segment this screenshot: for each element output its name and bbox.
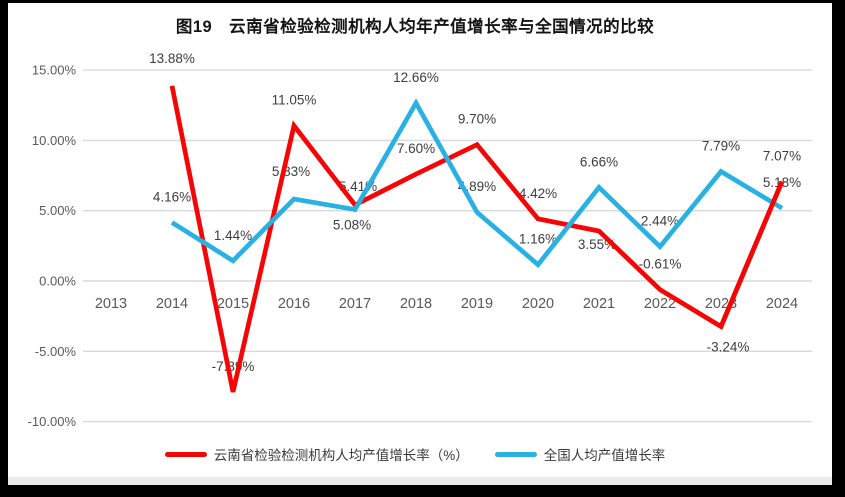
data-label: 13.88% bbox=[149, 51, 195, 66]
frame-edge-bottom bbox=[0, 485, 845, 497]
legend-label-national: 全国人均产值增长率 bbox=[543, 448, 666, 463]
y-axis-tick-label: -5.00% bbox=[35, 344, 77, 359]
data-label: 1.44% bbox=[214, 228, 252, 243]
x-axis-year-label: 2024 bbox=[766, 296, 798, 312]
x-axis-year-label: 2015 bbox=[217, 296, 249, 312]
legend-item-yunnan: 云南省检验检测机构人均产值增长率（%） bbox=[164, 444, 469, 464]
data-label: 11.05% bbox=[272, 93, 317, 108]
legend-label-yunnan: 云南省检验检测机构人均产值增长率（%） bbox=[213, 448, 469, 463]
x-axis-year-label: 2014 bbox=[156, 296, 188, 312]
x-axis-year-label: 2021 bbox=[583, 296, 615, 312]
data-label: 1.16% bbox=[519, 232, 557, 247]
data-label: -0.61% bbox=[639, 257, 682, 272]
frame-edge-right bbox=[832, 0, 845, 497]
x-axis-year-label: 2022 bbox=[644, 296, 676, 312]
data-label: 7.07% bbox=[763, 149, 801, 164]
x-axis-year-label: 2013 bbox=[95, 296, 127, 312]
x-axis-year-label: 2017 bbox=[339, 296, 371, 312]
legend-line-blue-icon bbox=[494, 451, 537, 457]
data-label: 5.08% bbox=[333, 218, 371, 233]
data-label: 12.66% bbox=[393, 70, 439, 85]
data-label: 2.44% bbox=[641, 214, 679, 229]
frame-edge-top bbox=[0, 0, 845, 3]
x-axis-year-label: 2018 bbox=[400, 296, 432, 312]
legend-line-red-icon bbox=[164, 451, 207, 457]
data-label: -3.24% bbox=[707, 340, 750, 355]
y-axis-tick-label: 5.00% bbox=[39, 203, 76, 218]
y-axis-tick-label: 10.00% bbox=[32, 133, 77, 148]
series-line-yunnan bbox=[169, 85, 785, 393]
data-label: 4.42% bbox=[519, 186, 557, 201]
x-axis-year-label: 2020 bbox=[522, 296, 554, 312]
data-label: 6.66% bbox=[580, 154, 618, 169]
y-axis-tick-label: 0.00% bbox=[39, 274, 76, 289]
data-label: 5.83% bbox=[272, 164, 310, 179]
x-axis-year-label: 2016 bbox=[278, 296, 310, 312]
chart-title: 图19 云南省检验检测机构人均年产值增长率与全国情况的比较 bbox=[175, 18, 655, 36]
series-line-national bbox=[170, 98, 784, 269]
data-label: 4.16% bbox=[153, 190, 191, 205]
frame-edge-left bbox=[0, 0, 8, 497]
scan-gray-band bbox=[0, 477, 845, 485]
y-axis-tick-label: 15.00% bbox=[32, 63, 77, 78]
data-label: -7.89% bbox=[212, 359, 255, 374]
data-label: 7.60% bbox=[397, 141, 435, 156]
legend-item-national: 全国人均产值增长率 bbox=[494, 444, 666, 464]
series-line-yunnan-overlay bbox=[718, 180, 785, 328]
x-axis-year-label: 2019 bbox=[461, 296, 493, 312]
chart-legend: 云南省检验检测机构人均产值增长率（%） 全国人均产值增长率 bbox=[0, 444, 830, 464]
data-label: 7.79% bbox=[702, 138, 740, 153]
y-axis-tick-label: -10.00% bbox=[28, 414, 77, 429]
data-label: 9.70% bbox=[458, 112, 496, 127]
